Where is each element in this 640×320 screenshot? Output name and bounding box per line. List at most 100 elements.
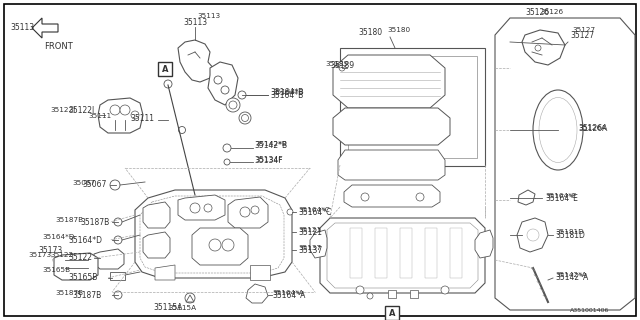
Text: 35122: 35122 [68,253,92,262]
Text: 35067: 35067 [72,180,95,186]
Text: 35187B: 35187B [80,218,109,227]
Polygon shape [135,190,292,278]
Text: 35134F: 35134F [254,156,283,164]
Circle shape [527,229,539,241]
Text: 35126: 35126 [540,9,563,15]
Text: 35113: 35113 [197,13,220,19]
Polygon shape [475,230,493,258]
Circle shape [416,193,424,201]
Circle shape [224,159,230,165]
Polygon shape [192,228,248,265]
Bar [385,306,399,320]
Circle shape [110,105,120,115]
Circle shape [190,203,200,213]
Text: 35142*B: 35142*B [255,141,287,147]
Text: A: A [162,65,168,74]
Text: 35189: 35189 [330,60,354,69]
Bar [410,290,418,298]
Text: 35126A: 35126A [578,125,606,131]
Text: 35142*A: 35142*A [555,272,587,278]
Text: 35122: 35122 [50,252,73,258]
Circle shape [356,286,364,294]
Polygon shape [140,196,284,273]
Polygon shape [178,40,215,82]
Text: 35164*C: 35164*C [298,207,330,213]
Text: 35164*D: 35164*D [42,234,74,240]
Text: 35173: 35173 [28,252,51,258]
Text: 35113: 35113 [10,22,34,31]
Circle shape [204,204,212,212]
Text: A: A [388,308,396,317]
Text: 35180: 35180 [387,27,410,33]
Circle shape [110,180,120,190]
Polygon shape [333,108,450,145]
Text: 35142*A: 35142*A [555,274,588,283]
Text: 35067: 35067 [82,180,106,188]
Circle shape [241,115,248,122]
Circle shape [114,291,122,299]
Polygon shape [143,232,170,258]
Text: 35165B: 35165B [42,267,70,273]
Text: 35115A: 35115A [168,305,196,311]
Polygon shape [54,253,98,280]
Polygon shape [98,98,143,133]
Circle shape [214,76,222,84]
Bar [400,228,412,278]
Text: 35164*E: 35164*E [545,194,578,203]
Text: 35187B: 35187B [72,291,101,300]
Text: 35181D: 35181D [555,230,585,239]
Text: 35142*B: 35142*B [254,140,287,149]
Polygon shape [320,218,485,293]
Text: 35121: 35121 [298,227,321,233]
Text: 35127: 35127 [572,27,595,33]
Polygon shape [310,230,327,258]
Circle shape [114,218,122,226]
Circle shape [179,126,186,133]
Polygon shape [250,265,270,280]
Circle shape [226,98,240,112]
Text: FRONT: FRONT [44,42,73,51]
Text: 35189: 35189 [325,61,348,67]
Polygon shape [333,55,445,108]
Polygon shape [246,284,268,303]
Circle shape [209,239,221,251]
Text: 35115A: 35115A [154,302,182,311]
Bar [350,228,362,278]
Circle shape [339,65,345,71]
Circle shape [361,193,369,201]
Polygon shape [495,18,635,310]
Text: 35127: 35127 [570,30,594,39]
Circle shape [251,206,259,214]
Polygon shape [186,295,194,302]
Text: 35113: 35113 [183,18,207,27]
Text: A351001406: A351001406 [570,308,609,313]
Text: 35164*A: 35164*A [272,290,304,296]
Circle shape [131,111,139,119]
Text: 35111: 35111 [88,113,111,119]
Text: 35164*B: 35164*B [270,87,303,97]
Circle shape [238,91,246,99]
Bar [450,228,462,278]
Polygon shape [517,218,548,252]
Polygon shape [228,197,268,228]
Polygon shape [208,62,238,105]
Polygon shape [518,190,535,205]
Bar [348,56,477,158]
Text: 35164*E: 35164*E [545,193,577,199]
Polygon shape [327,223,478,288]
Text: 35165B: 35165B [68,274,97,283]
Circle shape [535,45,541,51]
Polygon shape [94,249,124,269]
Text: 35164*B: 35164*B [270,91,303,100]
Polygon shape [344,185,440,207]
Circle shape [185,293,195,303]
Circle shape [221,86,229,94]
Text: 35164*D: 35164*D [68,236,102,244]
Text: 35137: 35137 [298,245,321,251]
Circle shape [114,236,122,244]
Text: 35181D: 35181D [555,229,584,235]
Circle shape [120,105,130,115]
Circle shape [223,144,231,152]
Text: 35126A: 35126A [578,124,607,132]
Circle shape [164,80,172,88]
